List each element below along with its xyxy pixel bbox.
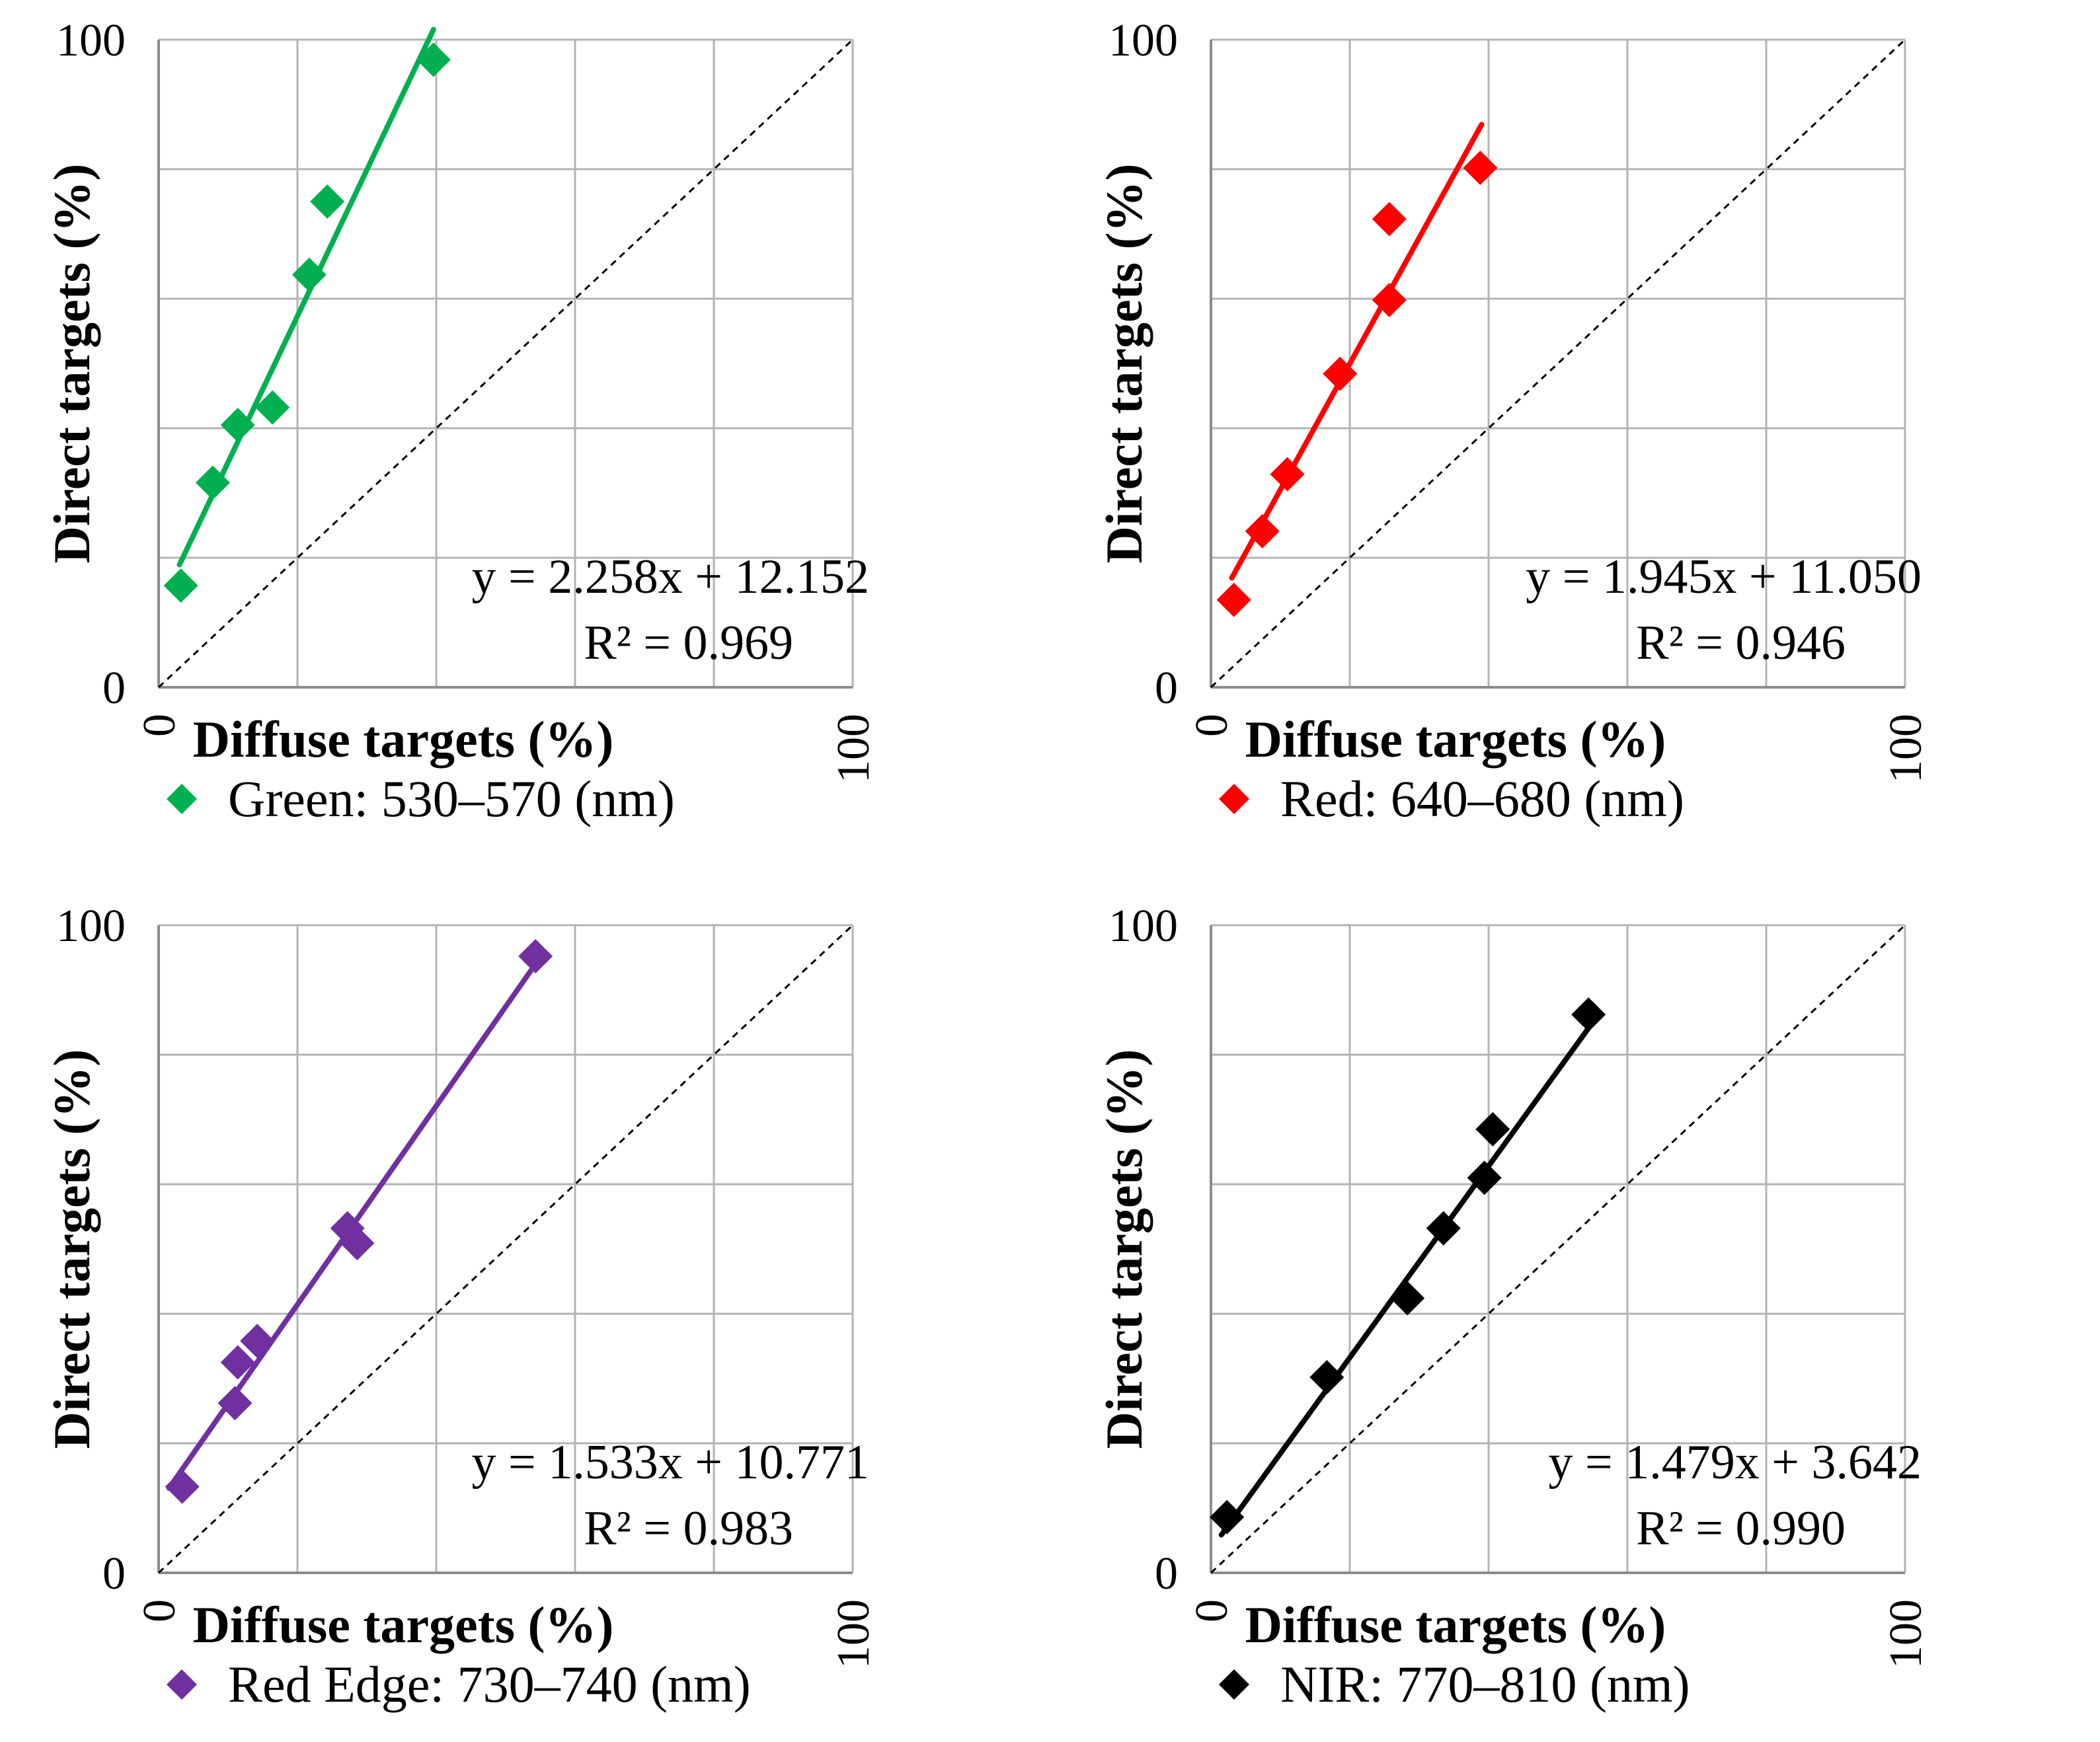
data-point — [1463, 151, 1498, 186]
chart-panel: 100 00 100 Direct targets (%) Diffuse target… — [1095, 15, 1931, 827]
y-axis-title: Direct targets (%) — [1095, 1049, 1153, 1449]
x-axis-title: Diffuse targets (%) — [193, 1596, 614, 1653]
y-tick-label: 100 — [56, 15, 126, 66]
chart-panel: 100 00 100 Direct targets (%) Diffuse target… — [43, 15, 879, 827]
legend-marker — [167, 1669, 197, 1700]
data-point — [240, 1324, 275, 1359]
r-squared-label: R² = 0.990 — [1636, 1501, 1846, 1556]
regression-equation: y = 1.945x + 11.050 — [1526, 550, 1922, 604]
data-point — [1426, 1211, 1461, 1246]
x-tick-label: 100 — [828, 1599, 879, 1669]
y-tick-label: 100 — [56, 901, 126, 952]
r-squared-label: R² = 0.946 — [1636, 616, 1846, 670]
gridlines — [159, 38, 854, 687]
data-point — [220, 408, 255, 443]
legend-label: Red: 640–680 (nm) — [1280, 770, 1684, 827]
data-point — [1216, 582, 1251, 617]
legend-marker — [1219, 784, 1249, 814]
gridlines — [159, 924, 854, 1573]
data-point — [195, 465, 230, 500]
data-point — [1467, 1160, 1502, 1195]
data-point — [1210, 1499, 1245, 1534]
gridlines — [1211, 38, 1906, 687]
data-point — [1372, 202, 1407, 237]
y-axis-title: Direct targets (%) — [43, 1049, 100, 1449]
regression-equation: y = 1.479x + 3.642 — [1549, 1435, 1922, 1490]
r-squared-label: R² = 0.983 — [584, 1501, 793, 1556]
one-to-one-line — [157, 38, 854, 689]
y-tick-label: 100 — [1108, 901, 1178, 952]
y-axis-title: Direct targets (%) — [43, 164, 100, 564]
data-point — [1323, 356, 1358, 391]
r-squared-label: R² = 0.969 — [584, 616, 793, 670]
y-tick-label: 0 — [102, 1548, 126, 1599]
data-point — [1270, 457, 1305, 492]
chart-panel: 100 00 100 Direct targets (%) Diffuse target… — [43, 901, 879, 1713]
legend-label: NIR: 770–810 (nm) — [1280, 1655, 1690, 1713]
x-tick-label: 0 — [1186, 714, 1237, 737]
one-to-one-line — [1210, 38, 1906, 689]
legend-marker — [1219, 1669, 1249, 1700]
regression-equation: y = 2.258x + 12.152 — [472, 550, 869, 604]
data-point — [1372, 282, 1407, 317]
x-tick-label: 100 — [1881, 714, 1931, 783]
gridlines — [1211, 924, 1906, 1573]
data-point — [220, 1345, 255, 1380]
y-tick-label: 100 — [1108, 15, 1178, 66]
data-point — [1475, 1112, 1510, 1147]
data-point — [518, 939, 553, 974]
x-tick-label: 0 — [1186, 1599, 1237, 1622]
x-axis-title: Diffuse targets (%) — [1245, 1596, 1666, 1653]
trendline — [1218, 1020, 1596, 1538]
x-axis-title: Diffuse targets (%) — [1245, 710, 1666, 768]
legend-label: Green: 530–570 (nm) — [228, 770, 675, 827]
x-axis-title: Diffuse targets (%) — [193, 710, 614, 768]
x-tick-label: 0 — [134, 714, 185, 737]
trendline — [1229, 122, 1485, 581]
data-point — [340, 1226, 375, 1261]
data-point — [217, 1386, 253, 1421]
data-point — [163, 568, 198, 603]
data-point — [165, 1469, 200, 1504]
data-point — [1245, 513, 1280, 549]
x-tick-label: 100 — [828, 714, 879, 783]
data-point — [1571, 997, 1606, 1032]
x-tick-label: 0 — [134, 1599, 185, 1622]
legend-marker — [167, 784, 197, 814]
data-point — [310, 184, 345, 219]
y-axis-title: Direct targets (%) — [1095, 164, 1153, 564]
data-point — [255, 390, 290, 425]
data-point — [1390, 1281, 1425, 1316]
data-point — [416, 42, 451, 77]
x-tick-label: 100 — [1881, 1599, 1931, 1669]
y-tick-label: 0 — [1155, 663, 1178, 714]
data-point — [1309, 1360, 1344, 1395]
y-tick-label: 0 — [1155, 1548, 1178, 1599]
one-to-one-line — [1210, 924, 1906, 1574]
y-tick-label: 0 — [102, 663, 126, 714]
regression-equation: y = 1.533x + 10.771 — [472, 1435, 869, 1490]
chart-panel: 100 00 100 Direct targets (%) Diffuse target… — [1095, 901, 1931, 1713]
data-point — [292, 257, 327, 292]
legend-label: Red Edge: 730–740 (nm) — [228, 1655, 751, 1713]
one-to-one-line — [157, 924, 854, 1574]
